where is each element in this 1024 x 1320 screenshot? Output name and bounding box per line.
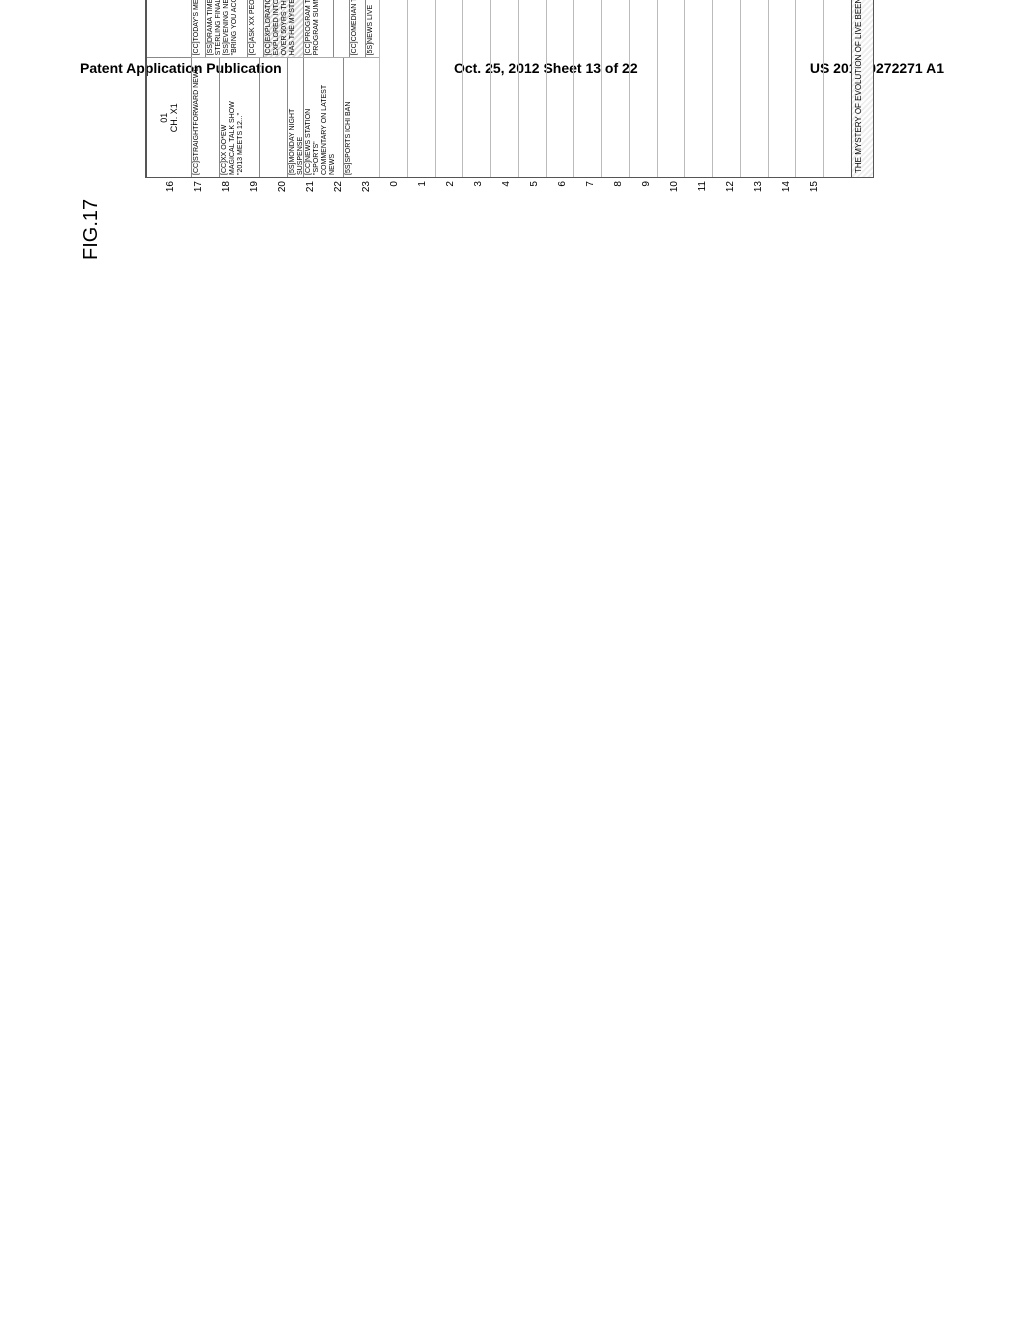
hour-cell: 4 bbox=[493, 178, 521, 200]
hour-cell: 11 bbox=[689, 178, 717, 200]
hour-cell: 14 bbox=[773, 178, 801, 200]
hour-cell: 7 bbox=[577, 178, 605, 200]
epg-grid: 01 CH. X1 02 CH. X3 03 CH. X4 04 CH. X2 … bbox=[145, 0, 874, 178]
program-cell[interactable]: [SS]DRAMA TIME STERLING FINAL [SS]EVENIN… bbox=[205, 0, 247, 57]
epg-col-2: [CC]TODAY'S MENU[SS]DRAMA TIME STERLING … bbox=[191, 0, 379, 57]
program-cell[interactable]: [CC]TODAY'S MENU bbox=[191, 0, 205, 57]
epg-col-1: [CC]STRAIGHTFORWARD NEWS[CC]XX OO*EW MAG… bbox=[191, 57, 379, 177]
ch2-num: 02 bbox=[159, 0, 169, 57]
channel-header-row: 01 CH. X1 02 CH. X3 03 CH. X4 04 CH. X2 bbox=[147, 0, 191, 177]
hour-cell: 17 bbox=[185, 178, 213, 200]
program-cell[interactable]: [CC]ASK XX PEOPLE QUIZ SHOW bbox=[247, 0, 263, 57]
hour-cell: 23 bbox=[353, 178, 381, 200]
program-cell[interactable]: [CC]NEWS STATION "SPORTS" COMMENTARY ON … bbox=[303, 58, 343, 177]
hour-cell: 18 bbox=[213, 178, 241, 200]
figure-17: 130 132 144 134 161718192021222301234567… bbox=[145, 0, 865, 200]
channel-header-2[interactable]: 02 CH. X3 bbox=[147, 0, 191, 57]
ch1-name: CH. X1 bbox=[169, 58, 179, 177]
program-cell[interactable]: [CC]PROGRAM TITLE PROGRAM SUMMARY bbox=[303, 0, 333, 57]
figure-label: FIG.17 bbox=[80, 199, 103, 260]
ticker-text: THE MYSTERY OF EVOLUTION OF LIVE BEEN UN… bbox=[851, 0, 873, 177]
program-cell[interactable]: [CC]STRAIGHTFORWARD NEWS bbox=[191, 58, 219, 177]
hour-cell: 15 bbox=[801, 178, 829, 200]
program-cell[interactable]: [5S]NEWS LIVE bbox=[365, 0, 379, 57]
hour-cell: 16 bbox=[157, 178, 185, 200]
hour-cell: 21 bbox=[297, 178, 325, 200]
hour-column: 16171819202122230123456789101112131415 bbox=[157, 178, 829, 200]
hour-cell: 12 bbox=[717, 178, 745, 200]
hour-cell: 13 bbox=[745, 178, 773, 200]
empty-grid-rows bbox=[379, 0, 851, 177]
program-cell[interactable]: [CC]EXPLORATION! EXPLORED INTO HUMAN ORI… bbox=[263, 0, 303, 57]
ch1-num: 01 bbox=[159, 58, 169, 177]
program-cell[interactable]: [5S]MONDAY NIGHT SUSPENSE bbox=[287, 58, 303, 177]
program-cell[interactable]: [CC]XX OO*EW MAGICAL TALK SHOW "2013 MEE… bbox=[219, 58, 259, 177]
hour-cell: 8 bbox=[605, 178, 633, 200]
program-cell[interactable] bbox=[333, 0, 349, 57]
hour-cell: 6 bbox=[549, 178, 577, 200]
hour-cell: 1 bbox=[409, 178, 437, 200]
hour-cell: 22 bbox=[325, 178, 353, 200]
hour-cell: 10 bbox=[661, 178, 689, 200]
hour-cell: 5 bbox=[521, 178, 549, 200]
hour-cell: 9 bbox=[633, 178, 661, 200]
channel-header-1[interactable]: 01 CH. X1 bbox=[147, 57, 191, 177]
hour-cell: 3 bbox=[465, 178, 493, 200]
hour-cell: 0 bbox=[381, 178, 409, 200]
epg-body: [CC]STRAIGHTFORWARD NEWS[CC]XX OO*EW MAG… bbox=[191, 0, 379, 177]
program-cell[interactable]: [CC]COMEDIAN TIME bbox=[349, 0, 365, 57]
hour-cell: 20 bbox=[269, 178, 297, 200]
hour-cell: 19 bbox=[241, 178, 269, 200]
hour-cell: 2 bbox=[437, 178, 465, 200]
ch2-name: CH. X3 bbox=[169, 0, 179, 57]
program-cell[interactable] bbox=[259, 58, 287, 177]
program-cell[interactable]: [5S]SPORTS ICHI BAN bbox=[343, 58, 361, 177]
